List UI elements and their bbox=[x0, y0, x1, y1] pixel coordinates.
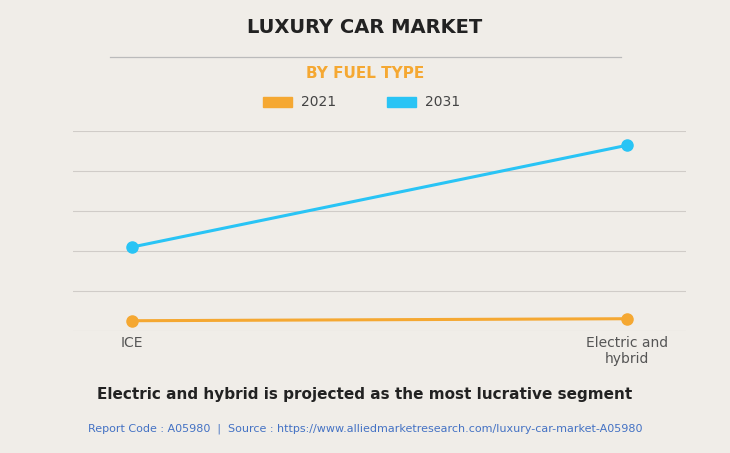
Text: 2021: 2021 bbox=[301, 95, 336, 109]
Text: Report Code : A05980  |  Source : https://www.alliedmarketresearch.com/luxury-ca: Report Code : A05980 | Source : https://… bbox=[88, 424, 642, 434]
Text: BY FUEL TYPE: BY FUEL TYPE bbox=[306, 66, 424, 81]
Text: LUXURY CAR MARKET: LUXURY CAR MARKET bbox=[247, 18, 483, 37]
Text: Electric and hybrid is projected as the most lucrative segment: Electric and hybrid is projected as the … bbox=[97, 387, 633, 402]
Text: 2031: 2031 bbox=[425, 95, 460, 109]
